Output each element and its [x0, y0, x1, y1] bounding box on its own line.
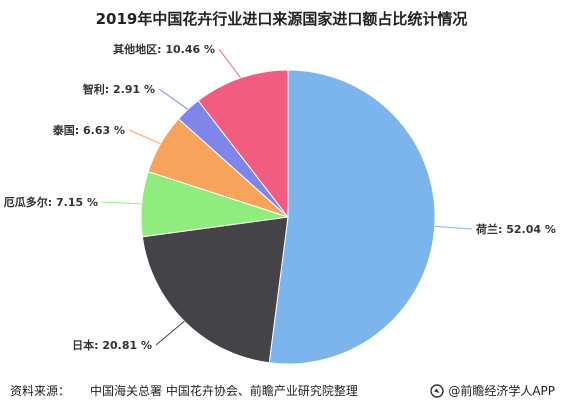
leader-line-0: [434, 225, 473, 230]
pie-slice-1: [141, 216, 289, 364]
leader-line-1: [155, 320, 185, 346]
slice-label-5: 其他地区: 10.46 %: [113, 42, 215, 56]
leader-line-5: [218, 48, 241, 79]
leader-line-4: [158, 88, 189, 110]
brand-credit: @前瞻经济学人APP: [430, 382, 555, 399]
slice-label-2: 厄瓜多尔: 7.15 %: [4, 195, 98, 209]
source-value: 中国海关总署 中国花卉协会、前瞻产业研究院整理: [90, 384, 358, 398]
slice-label-0: 荷兰: 52.04 %: [475, 222, 556, 236]
leader-lines: [101, 48, 473, 346]
brand-logo-icon: [430, 383, 445, 398]
slice-label-4: 智利: 2.91 %: [83, 82, 155, 96]
slice-labels: 荷兰: 52.04 % 日本: 20.81 % 厄瓜多尔: 7.15 % 泰国: 6.…: [4, 42, 556, 352]
slice-label-1: 日本: 20.81 %: [72, 338, 152, 352]
chart-title: 2019年中国花卉行业进口来源国家进口额占比统计情况: [95, 10, 468, 28]
brand-text: @前瞻经济学人APP: [448, 384, 555, 398]
source-label: 资料来源：: [10, 384, 71, 398]
leader-line-2: [101, 201, 142, 205]
slice-label-3: 泰国: 6.63 %: [52, 123, 125, 137]
footer: 资料来源： 中国海关总署 中国花卉协会、前瞻产业研究院整理 @前瞻经济学人APP: [10, 382, 555, 402]
pie-slice-0: [268, 69, 436, 365]
pie-slices: [140, 69, 436, 365]
leader-line-3: [128, 129, 161, 145]
